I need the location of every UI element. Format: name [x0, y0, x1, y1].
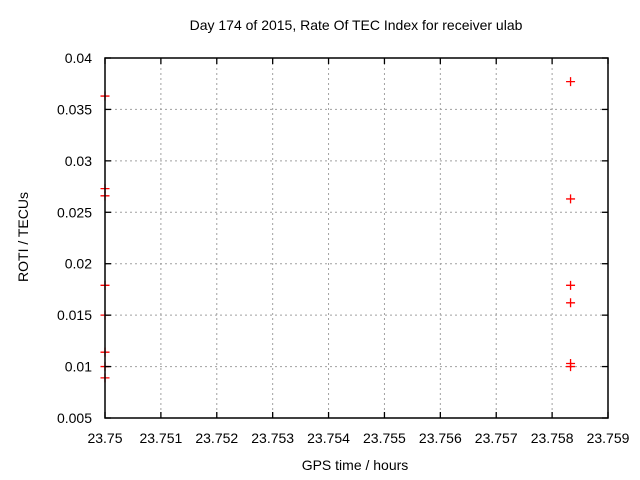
x-tick-label: 23.758	[531, 430, 574, 446]
x-tick-label: 23.756	[419, 430, 462, 446]
y-axis-label: ROTI / TECUs	[15, 192, 31, 282]
x-tick-label: 23.753	[251, 430, 294, 446]
y-tick-label: 0.02	[65, 256, 92, 272]
data-point-marker	[566, 77, 576, 87]
x-axis-label: GPS time / hours	[302, 457, 409, 473]
y-tick-label: 0.03	[65, 153, 92, 169]
y-tick-label: 0.015	[57, 307, 92, 323]
y-tick-label: 0.005	[57, 410, 92, 426]
x-tick-labels: 23.75 23.751 23.752 23.753 23.754 23.755 23.75…	[87, 430, 629, 446]
x-tick-label: 23.759	[587, 430, 630, 446]
data-points	[100, 77, 576, 383]
x-tick-label: 23.755	[363, 430, 406, 446]
y-tick-label: 0.04	[65, 50, 92, 66]
data-point-marker	[566, 362, 576, 372]
data-point-marker	[566, 298, 576, 308]
chart-title: Day 174 of 2015, Rate Of TEC Index for r…	[190, 17, 523, 33]
y-tick-label: 0.035	[57, 101, 92, 117]
x-tick-label: 23.757	[475, 430, 518, 446]
x-tick-label: 23.754	[307, 430, 350, 446]
data-point-marker	[566, 280, 576, 290]
gridlines	[105, 58, 608, 418]
y-tick-label: 0.01	[65, 359, 92, 375]
plot-border	[104, 57, 609, 419]
y-tick-label: 0.025	[57, 204, 92, 220]
data-point-marker	[566, 194, 576, 204]
x-tick-label: 23.75	[87, 430, 122, 446]
axis-ticks	[104, 57, 609, 419]
x-tick-label: 23.752	[195, 430, 238, 446]
plot-border-rect	[104, 57, 609, 419]
x-tick-label: 23.751	[139, 430, 182, 446]
y-tick-labels: 0.005 0.01 0.015 0.02 0.025 0.03 0.035 0.04	[57, 50, 92, 426]
